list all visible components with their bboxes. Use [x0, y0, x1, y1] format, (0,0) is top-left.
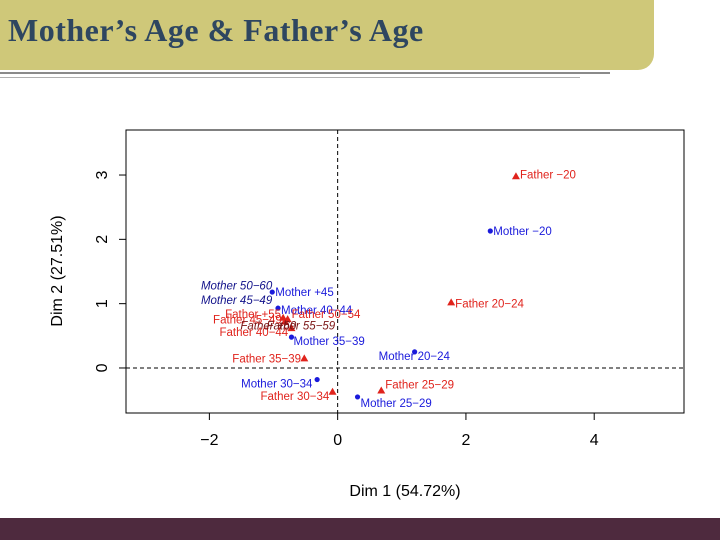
point-label-father-30-34: Father 30−34 [261, 391, 330, 403]
y-axis: 0 1 2 3 [94, 170, 126, 372]
point-label-father-45-49: Father 45−49 [213, 315, 282, 327]
x-tick-label: 4 [590, 432, 599, 449]
plot-frame [125, 129, 685, 414]
x-tick-label: 0 [333, 432, 342, 449]
point-label-mother-20-24: Mother 20−24 [379, 351, 451, 363]
x-axis: −2 0 2 4 [200, 413, 599, 449]
point-mother-35-39 [288, 334, 295, 340]
point-father-25-29 [377, 386, 386, 394]
y-tick-label: 1 [94, 299, 111, 308]
point-father-20-24 [447, 298, 456, 306]
point-mother-30-34 [314, 376, 320, 383]
y-tick-label: 3 [94, 170, 111, 179]
point-father-30-34 [328, 387, 337, 395]
point-label-father-60: Father +60 [240, 321, 297, 333]
point-label-mother-30-34: Mother 30−34 [241, 379, 313, 391]
point-label-mother-45: Mother +45 [275, 287, 334, 299]
point-mother-40-44 [275, 305, 281, 311]
point-father-45-49 [281, 317, 290, 325]
point-mother-20-24 [412, 349, 418, 355]
point-mother-25-29 [354, 394, 361, 400]
point-label-father-55: Father +55 [225, 309, 281, 321]
point-father-35-39 [300, 354, 309, 362]
point-label-mother-40-44: Mother 40−44 [281, 305, 353, 317]
reference-lines [126, 130, 684, 413]
point-father-20 [511, 172, 520, 180]
y-tick-label: 0 [94, 363, 111, 372]
point-label-mother-50-60: Mother 50−60 [201, 281, 273, 293]
point-father-40-44 [287, 324, 296, 332]
point-label-mother-20: Mother −20 [493, 226, 552, 238]
title-underline-thin [0, 77, 580, 78]
title-underline [0, 72, 610, 74]
point-mother-20 [487, 228, 493, 234]
y-tick-label: 2 [94, 235, 111, 244]
data-points: Mother −20 Mother +45 Mother 40−44 Mother 3… [201, 169, 576, 410]
point-label-mother-35-39: Mother 35−39 [293, 336, 364, 348]
point-label-mother-45-49: Mother 45−49 [201, 295, 273, 307]
point-label-father-55-59: Father 55−59 [266, 321, 335, 333]
point-mother-45 [269, 289, 275, 295]
x-tick-label: −2 [200, 432, 218, 449]
point-label-father-50-54: Father 50−54 [292, 309, 361, 321]
footer-bar [0, 518, 720, 540]
slide-title: Mother’s Age & Father’s Age [8, 12, 424, 48]
point-label-father-25-29: Father 25−29 [385, 379, 454, 391]
point-label-mother-25-29: Mother 25−29 [361, 398, 432, 410]
x-axis-label: Dim 1 (54.72%) [349, 483, 460, 500]
title-bar: Mother’s Age & Father’s Age [0, 0, 654, 70]
point-label-father-20: Father −20 [520, 169, 576, 181]
point-label-father-40-44: Father 40−44 [219, 327, 288, 339]
x-tick-label: 2 [461, 432, 470, 449]
point-label-father-35-39: Father 35−39 [232, 353, 301, 365]
y-axis-label: Dim 2 (27.51%) [49, 215, 66, 326]
point-label-father-20-24: Father 20−24 [455, 298, 524, 310]
